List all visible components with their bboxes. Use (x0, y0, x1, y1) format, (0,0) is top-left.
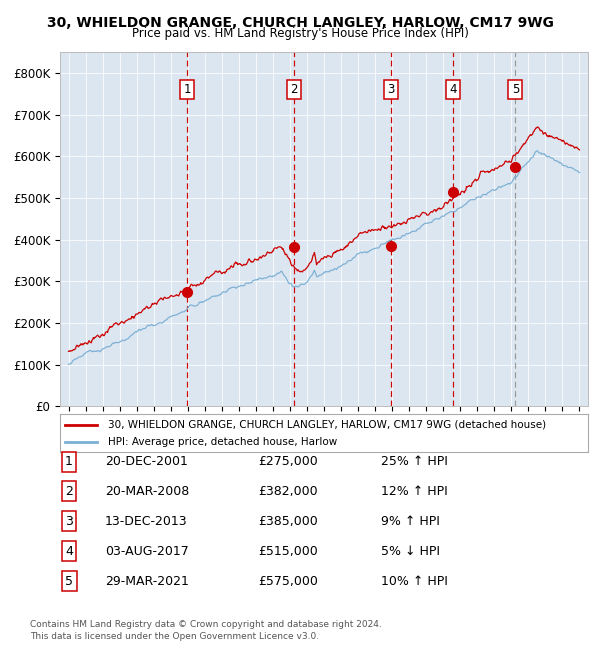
Text: 13-DEC-2013: 13-DEC-2013 (105, 515, 188, 528)
Text: Price paid vs. HM Land Registry's House Price Index (HPI): Price paid vs. HM Land Registry's House … (131, 27, 469, 40)
Text: 20-MAR-2008: 20-MAR-2008 (105, 485, 189, 498)
Text: 29-MAR-2021: 29-MAR-2021 (105, 575, 189, 588)
Text: This data is licensed under the Open Government Licence v3.0.: This data is licensed under the Open Gov… (30, 632, 319, 641)
Text: 03-AUG-2017: 03-AUG-2017 (105, 545, 189, 558)
Text: £575,000: £575,000 (258, 575, 318, 588)
Text: 3: 3 (65, 515, 73, 528)
Text: £515,000: £515,000 (258, 545, 318, 558)
Text: 5% ↓ HPI: 5% ↓ HPI (381, 545, 440, 558)
Text: Contains HM Land Registry data © Crown copyright and database right 2024.: Contains HM Land Registry data © Crown c… (30, 620, 382, 629)
Text: 3: 3 (388, 83, 395, 96)
Text: 5: 5 (512, 83, 519, 96)
Text: 2: 2 (290, 83, 298, 96)
Text: £385,000: £385,000 (258, 515, 318, 528)
Text: 30, WHIELDON GRANGE, CHURCH LANGLEY, HARLOW, CM17 9WG: 30, WHIELDON GRANGE, CHURCH LANGLEY, HAR… (47, 16, 553, 31)
Text: 1: 1 (184, 83, 191, 96)
Text: 4: 4 (65, 545, 73, 558)
Text: 10% ↑ HPI: 10% ↑ HPI (381, 575, 448, 588)
Text: 25% ↑ HPI: 25% ↑ HPI (381, 455, 448, 468)
Text: 1: 1 (65, 455, 73, 468)
Text: HPI: Average price, detached house, Harlow: HPI: Average price, detached house, Harl… (107, 437, 337, 447)
Text: 2: 2 (65, 485, 73, 498)
Text: 4: 4 (449, 83, 457, 96)
Text: 5: 5 (65, 575, 73, 588)
Text: £275,000: £275,000 (258, 455, 318, 468)
Text: £382,000: £382,000 (258, 485, 317, 498)
Text: 20-DEC-2001: 20-DEC-2001 (105, 455, 188, 468)
Text: 30, WHIELDON GRANGE, CHURCH LANGLEY, HARLOW, CM17 9WG (detached house): 30, WHIELDON GRANGE, CHURCH LANGLEY, HAR… (107, 420, 545, 430)
Text: 9% ↑ HPI: 9% ↑ HPI (381, 515, 440, 528)
Text: 12% ↑ HPI: 12% ↑ HPI (381, 485, 448, 498)
